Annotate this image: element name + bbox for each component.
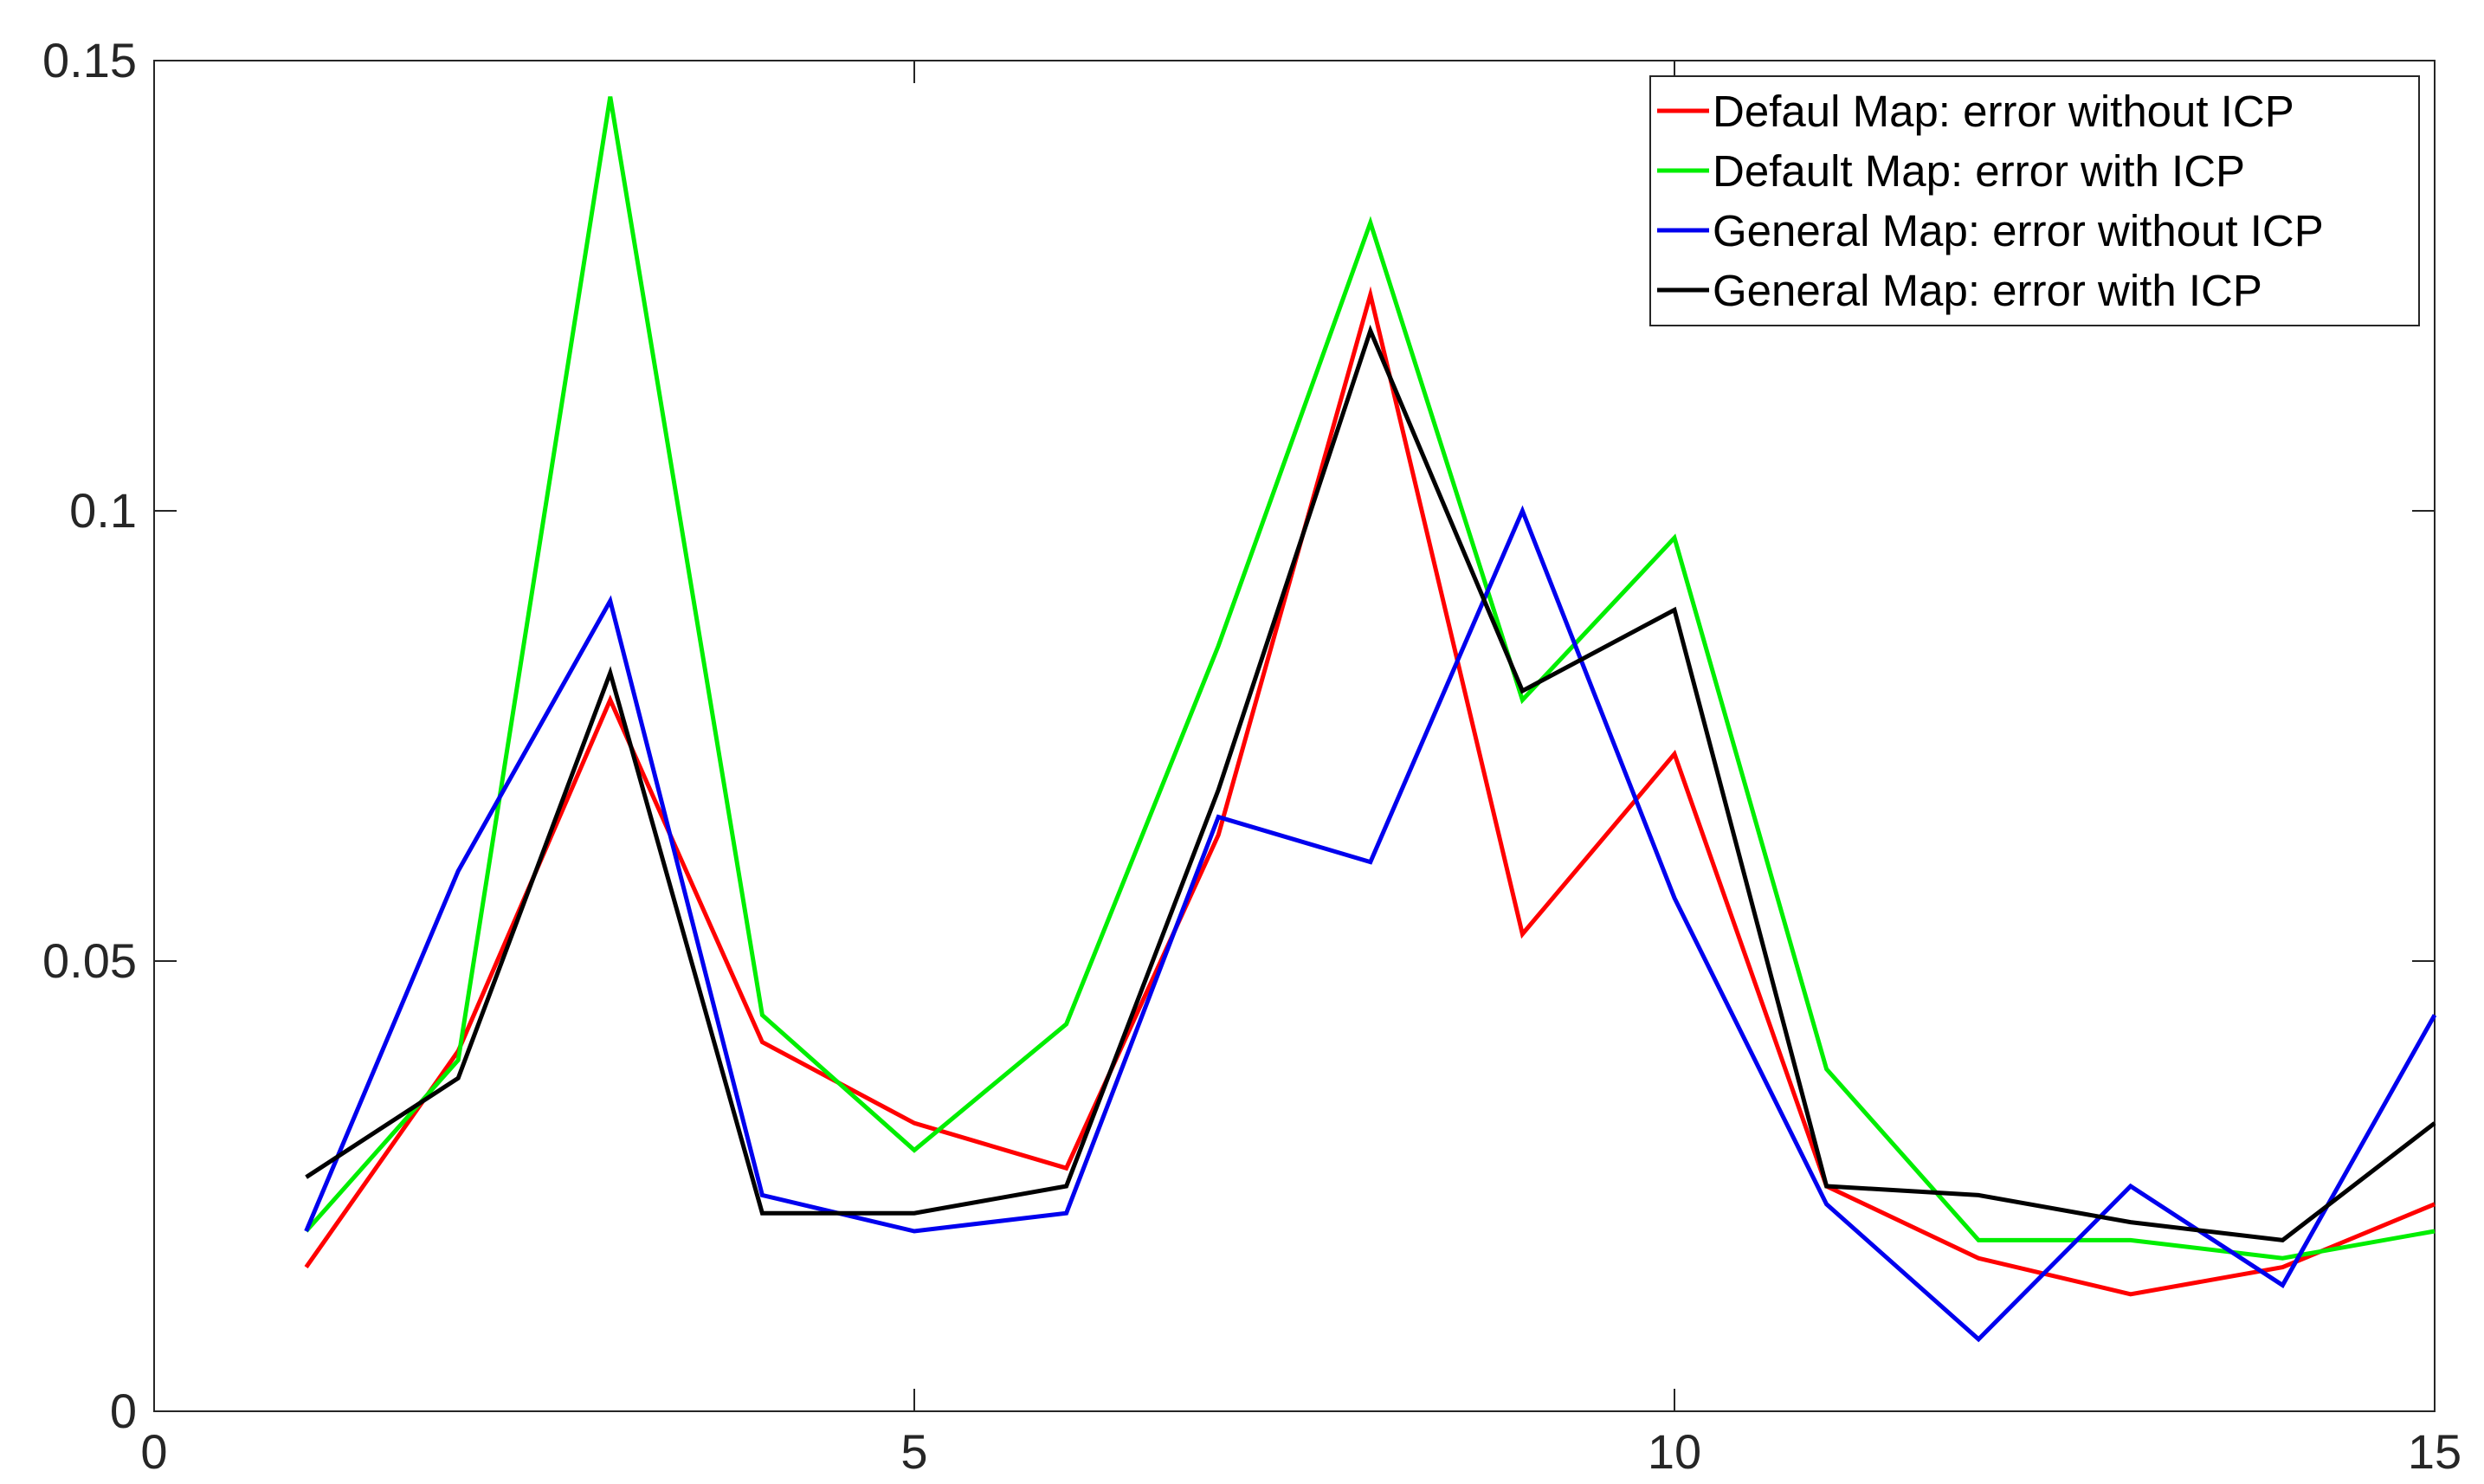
legend-label-3: General Map: error without ICP <box>1713 206 2324 255</box>
y-tick-label: 0.05 <box>42 933 137 988</box>
axes: 0 5 10 15 0 0.05 0.1 0.15 <box>42 33 2461 1479</box>
x-tick-label: 15 <box>2408 1424 2461 1479</box>
x-tick-label: 0 <box>140 1424 167 1479</box>
x-tick-label: 5 <box>900 1424 927 1479</box>
y-tick-label: 0.15 <box>42 33 137 87</box>
y-tick-label: 0 <box>110 1384 137 1438</box>
series-lines <box>304 96 2437 1343</box>
legend-label-1: Defaul Map: error without ICP <box>1713 87 2294 136</box>
legend-label-4: General Map: error with ICP <box>1713 266 2262 315</box>
series-line-4 <box>305 324 2436 1243</box>
legend-label-2: Default Map: error with ICP <box>1713 146 2245 196</box>
y-tick-label: 0.1 <box>69 483 137 538</box>
series-line-3 <box>304 505 2437 1343</box>
legend-box <box>1649 75 2420 326</box>
series-line-1 <box>304 286 2436 1297</box>
legend: Defaul Map: error without ICP Default Map… <box>1649 75 2420 326</box>
x-tick-label: 10 <box>1648 1424 1701 1479</box>
plot-frame <box>153 60 2436 1412</box>
